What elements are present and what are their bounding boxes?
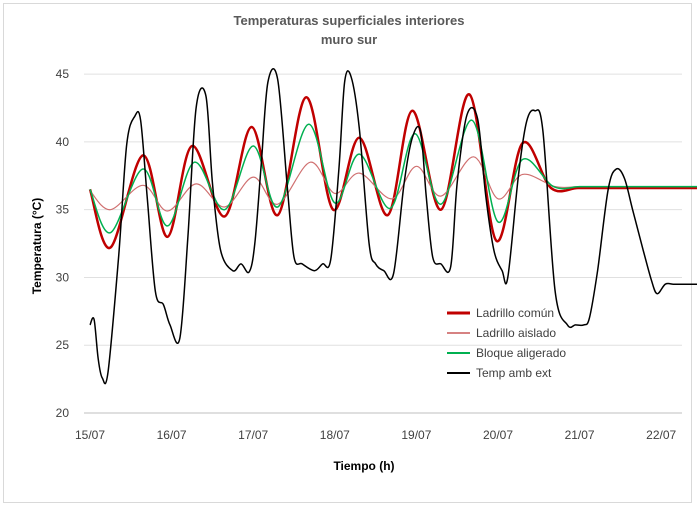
x-axis-title: Tiempo (h) <box>333 459 394 473</box>
x-tick-label: 22/07 <box>646 428 676 442</box>
y-axis-title: Temperatura (°C) <box>30 198 44 295</box>
y-tick-label: 40 <box>56 135 70 149</box>
chart-subtitle: muro sur <box>321 32 377 47</box>
legend: Ladrillo común Ladrillo aislado Bloque ali… <box>447 306 566 380</box>
x-tick-label: 17/07 <box>238 428 268 442</box>
series-lines <box>88 68 697 385</box>
x-axis-ticks: 15/07 16/07 17/07 18/07 19/07 20/07 21/07 22/07 <box>75 428 677 442</box>
x-tick-label: 20/07 <box>483 428 513 442</box>
legend-label: Bloque aligerado <box>476 346 566 360</box>
y-axis-ticks: 20 25 30 35 40 45 <box>56 67 70 420</box>
x-tick-label: 16/07 <box>157 428 187 442</box>
series-line-3 <box>89 68 697 385</box>
x-tick-label: 15/07 <box>75 428 105 442</box>
y-tick-label: 20 <box>56 406 70 420</box>
legend-label: Temp amb ext <box>476 366 552 380</box>
x-tick-label: 19/07 <box>401 428 431 442</box>
y-tick-label: 25 <box>56 338 70 352</box>
chart-frame <box>3 3 692 503</box>
legend-label: Ladrillo común <box>476 306 554 320</box>
y-tick-label: 45 <box>56 67 70 81</box>
chart-title: Temperaturas superficiales interiores <box>234 13 465 28</box>
x-tick-label: 18/07 <box>320 428 350 442</box>
series-line-2 <box>89 119 697 234</box>
legend-label: Ladrillo aislado <box>476 326 556 340</box>
gridlines <box>84 73 682 414</box>
y-tick-label: 35 <box>56 203 70 217</box>
y-tick-label: 30 <box>56 270 70 284</box>
x-tick-label: 21/07 <box>565 428 595 442</box>
series-line-0 <box>88 93 697 249</box>
